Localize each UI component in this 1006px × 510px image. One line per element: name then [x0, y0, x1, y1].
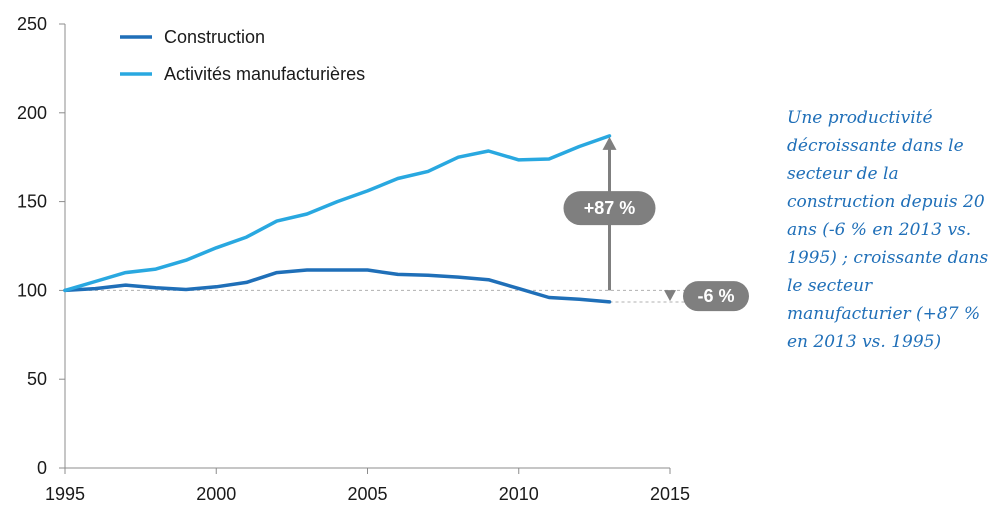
- y-tick-label: 50: [27, 369, 47, 389]
- increase-badge-label: +87 %: [584, 198, 636, 218]
- y-tick-label: 200: [17, 103, 47, 123]
- increase-badge: [563, 191, 656, 226]
- chart-axes: [64, 24, 670, 469]
- x-tick-label: 2010: [499, 484, 539, 504]
- y-tick-label: 0: [37, 458, 47, 478]
- legend: Construction Activités manufacturières: [120, 27, 365, 84]
- series-line-construction: [63, 268, 612, 304]
- reference-lines: [65, 289, 690, 303]
- series-line-manufacturing: [63, 134, 612, 293]
- y-tick-label: 250: [17, 14, 47, 34]
- annotation-text: Une productivité décroissante dans le se…: [787, 108, 989, 352]
- increase-arrow-head: [602, 136, 617, 150]
- decrease-badge-label: -6 %: [697, 286, 734, 306]
- x-tick-label: 2000: [196, 484, 236, 504]
- series-lines: [63, 134, 612, 304]
- y-tick-label: 100: [17, 280, 47, 300]
- x-tick-label: 2015: [650, 484, 690, 504]
- decrease-triangle-icon: [664, 290, 676, 302]
- y-axis-ticks: 0 50 100 150 200 250: [17, 14, 65, 478]
- x-tick-label: 1995: [45, 484, 85, 504]
- x-axis-ticks: 1995 2000 2005 2010 2015: [45, 468, 690, 504]
- legend-label: Construction: [164, 27, 265, 47]
- x-tick-label: 2005: [347, 484, 387, 504]
- change-annotations: +87 % -6 %: [563, 136, 749, 312]
- decrease-badge: [683, 281, 749, 312]
- legend-label: Activités manufacturières: [164, 64, 365, 84]
- y-tick-label: 150: [17, 192, 47, 212]
